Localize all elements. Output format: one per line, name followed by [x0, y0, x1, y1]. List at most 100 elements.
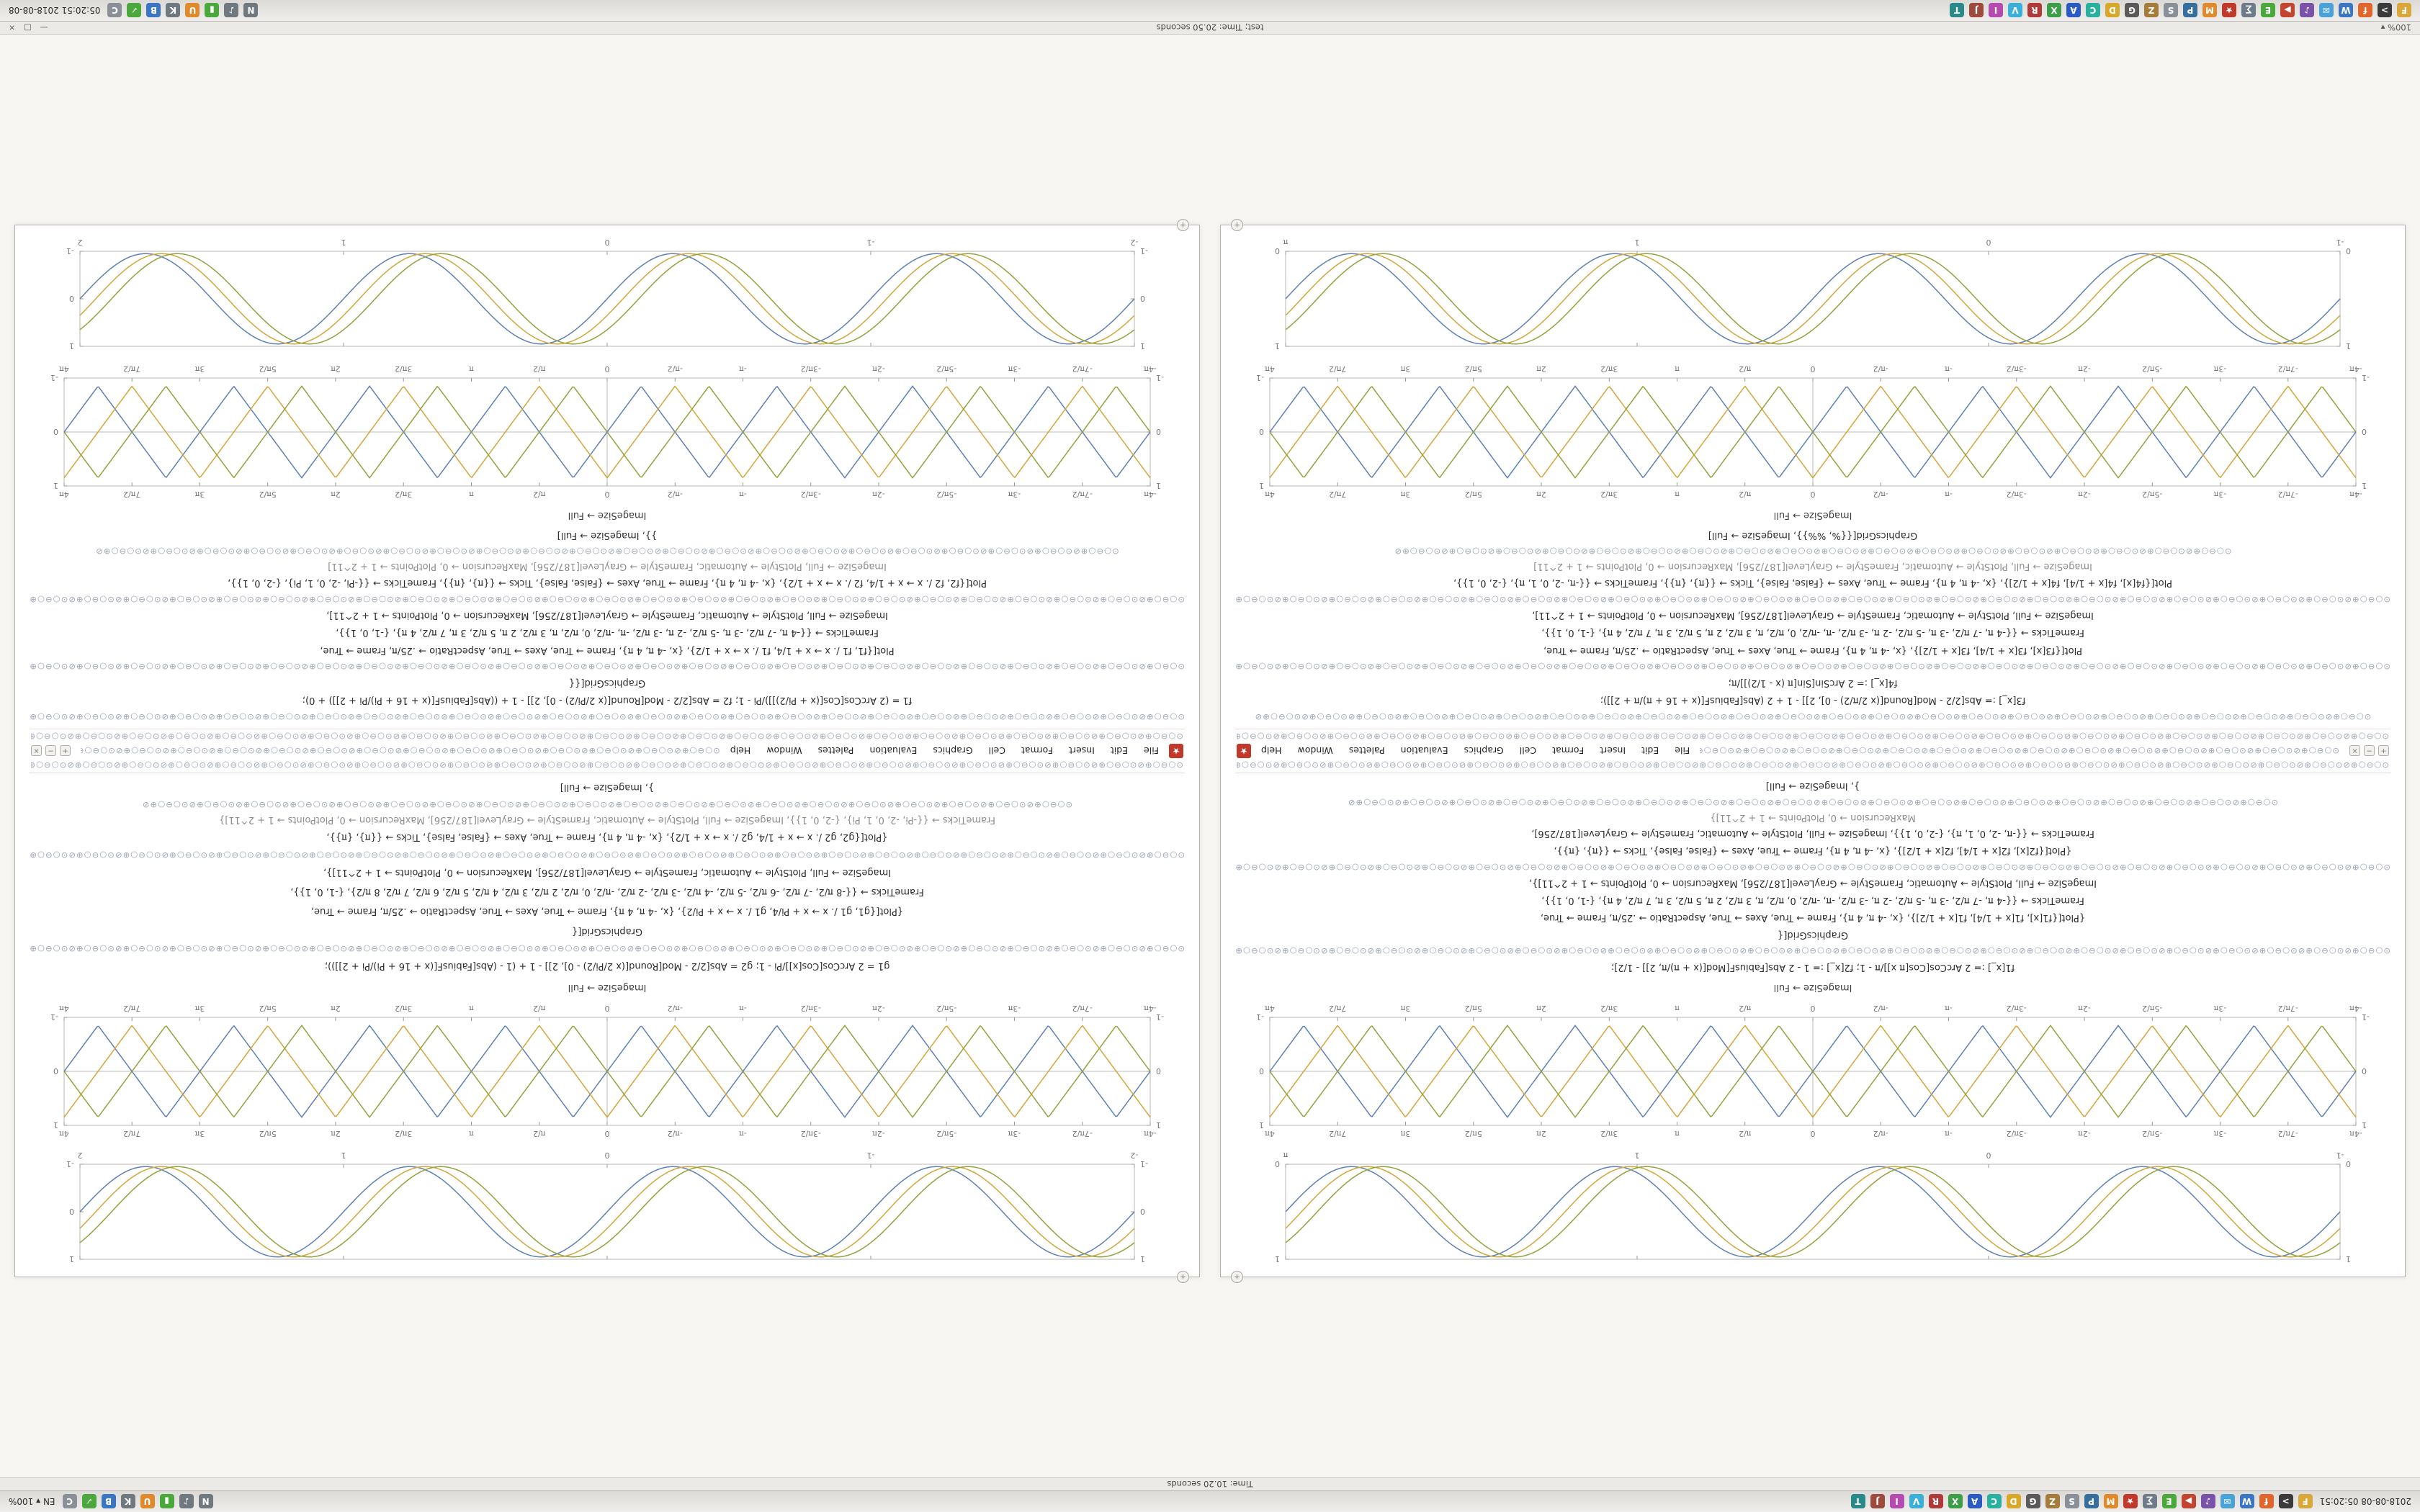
chat-icon[interactable]: C: [1986, 1494, 2002, 1509]
mail-icon[interactable]: ✉: [2220, 1494, 2235, 1509]
text-editor-icon[interactable]: E: [2161, 1494, 2177, 1509]
web-browser-icon[interactable]: W: [2339, 3, 2353, 18]
menu-evaluation[interactable]: Evaluation: [1400, 745, 1448, 757]
cell-bracket-badge[interactable]: +: [1177, 1271, 1189, 1283]
menu-file[interactable]: File: [1675, 745, 1690, 757]
code-cell-lower[interactable]: ⊙○⊖○⊕⊘⊙○⊖○⊕⊘⊙○⊖○⊕⊘⊙○⊖○⊕⊘⊙○⊖○⊕⊘⊙○⊖○⊕⊘⊙○⊖○…: [30, 528, 1185, 723]
volume-icon[interactable]: ♪: [224, 3, 239, 18]
terminal-icon[interactable]: >: [2278, 1494, 2293, 1509]
settings-icon[interactable]: S: [2064, 1494, 2079, 1509]
close-button[interactable]: ×: [31, 745, 42, 757]
menu-window[interactable]: Window: [1297, 745, 1333, 757]
terminal-icon[interactable]: >: [2378, 3, 2392, 18]
calculator-icon[interactable]: ∑: [2142, 1494, 2157, 1509]
battery-icon[interactable]: ▮: [205, 3, 220, 18]
code-cell-upper[interactable]: f1[x_] := 2 ArcCos[Cos[π x]]/π - 1; f2[x…: [1235, 779, 2390, 974]
draw-icon[interactable]: D: [2105, 3, 2120, 18]
security-icon[interactable]: ✓: [81, 1494, 97, 1509]
office-writer-icon[interactable]: A: [1967, 1494, 1982, 1509]
updates-icon[interactable]: U: [185, 3, 200, 18]
music-icon[interactable]: ♪: [2300, 3, 2314, 18]
menu-window[interactable]: Window: [766, 745, 802, 757]
image-editor-icon[interactable]: G: [2025, 1494, 2040, 1509]
menu-format[interactable]: Format: [1552, 745, 1585, 757]
tray-indicator-text[interactable]: EN ▾ 100%: [9, 1496, 55, 1507]
clipboard-icon[interactable]: C: [107, 3, 122, 18]
mathematica-icon[interactable]: ★: [2222, 3, 2236, 18]
firefox-icon[interactable]: f: [2358, 3, 2372, 18]
menu-help[interactable]: Help: [1261, 745, 1282, 757]
volume-icon[interactable]: ♪: [179, 1494, 194, 1509]
menu-evaluation[interactable]: Evaluation: [869, 745, 918, 757]
code-cell-lower[interactable]: ⊙○⊖○⊕⊘⊙○⊖○⊕⊘⊙○⊖○⊕⊘⊙○⊖○⊕⊘⊙○⊖○⊕⊘⊙○⊖○⊕⊘⊙○⊖○…: [1235, 528, 2390, 723]
java-icon[interactable]: J: [1870, 1494, 1885, 1509]
network-icon[interactable]: N: [243, 3, 259, 18]
spreadsheet-icon[interactable]: X: [1948, 1494, 1963, 1509]
latex-icon[interactable]: T: [1850, 1494, 1865, 1509]
security-icon[interactable]: ✓: [127, 3, 142, 18]
matlab-icon[interactable]: M: [2202, 3, 2217, 18]
close-button[interactable]: ×: [2349, 745, 2360, 757]
menu-cell[interactable]: Cell: [988, 745, 1005, 757]
menu-insert[interactable]: Insert: [1069, 745, 1095, 757]
matlab-icon[interactable]: M: [2103, 1494, 2118, 1509]
menu-help[interactable]: Help: [730, 745, 751, 757]
bluetooth-icon[interactable]: B: [146, 3, 161, 18]
menu-format[interactable]: Format: [1021, 745, 1053, 757]
cell-bracket-badge[interactable]: +: [1177, 219, 1189, 231]
chat-icon[interactable]: C: [2086, 3, 2100, 18]
maximize-button[interactable]: □: [24, 23, 32, 32]
menu-edit[interactable]: Edit: [1641, 745, 1659, 757]
video-player-icon[interactable]: ▶: [2181, 1494, 2196, 1509]
menu-graphics[interactable]: Graphics: [933, 745, 973, 757]
archive-manager-icon[interactable]: Z: [2144, 3, 2159, 18]
cell-bracket-badge[interactable]: +: [1231, 219, 1243, 231]
java-icon[interactable]: J: [1969, 3, 1984, 18]
image-editor-icon[interactable]: G: [2125, 3, 2139, 18]
menu-graphics[interactable]: Graphics: [1464, 745, 1504, 757]
minus-button[interactable]: −: [2364, 745, 2375, 757]
python-icon[interactable]: P: [2183, 3, 2197, 18]
plus-button[interactable]: +: [60, 745, 71, 757]
firefox-icon[interactable]: f: [2259, 1494, 2274, 1509]
mail-icon[interactable]: ✉: [2319, 3, 2334, 18]
clipboard-icon[interactable]: C: [62, 1494, 77, 1509]
menu-palettes[interactable]: Palettes: [1348, 745, 1385, 757]
virtualbox-icon[interactable]: V: [2008, 3, 2022, 18]
battery-icon[interactable]: ▮: [159, 1494, 174, 1509]
mathematica-spikey-icon[interactable]: ★: [1169, 744, 1183, 758]
close-button[interactable]: ×: [9, 23, 16, 32]
keyboard-layout-icon[interactable]: K: [120, 1494, 135, 1509]
calculator-icon[interactable]: ∑: [2241, 3, 2256, 18]
network-icon[interactable]: N: [198, 1494, 213, 1509]
archive-manager-icon[interactable]: Z: [2045, 1494, 2060, 1509]
spreadsheet-icon[interactable]: X: [2047, 3, 2061, 18]
cell-bracket-badge[interactable]: +: [1231, 1271, 1243, 1283]
virtualbox-icon[interactable]: V: [1909, 1494, 1924, 1509]
photos-icon[interactable]: I: [1989, 3, 2003, 18]
mathematica-icon[interactable]: ★: [2123, 1494, 2138, 1509]
draw-icon[interactable]: D: [2006, 1494, 2021, 1509]
menu-cell[interactable]: Cell: [1519, 745, 1537, 757]
menu-palettes[interactable]: Palettes: [817, 745, 854, 757]
minus-button[interactable]: −: [45, 745, 56, 757]
files-icon[interactable]: F: [2298, 1494, 2313, 1509]
code-cell-upper[interactable]: g1 = 2 ArcCos[Cos[x]]/Pi - 1; g2 = Abs[2…: [30, 779, 1185, 974]
files-icon[interactable]: F: [2397, 3, 2411, 18]
zoom-level[interactable]: 100% ▾: [2380, 22, 2411, 33]
text-editor-icon[interactable]: E: [2261, 3, 2275, 18]
keyboard-layout-icon[interactable]: K: [166, 3, 181, 18]
latex-icon[interactable]: T: [1950, 3, 1964, 18]
web-browser-icon[interactable]: W: [2239, 1494, 2254, 1509]
video-player-icon[interactable]: ▶: [2280, 3, 2295, 18]
bluetooth-icon[interactable]: B: [101, 1494, 116, 1509]
menu-edit[interactable]: Edit: [1110, 745, 1129, 757]
office-writer-icon[interactable]: A: [2066, 3, 2081, 18]
pdf-viewer-icon[interactable]: R: [2027, 3, 2042, 18]
updates-icon[interactable]: U: [140, 1494, 155, 1509]
music-icon[interactable]: ♪: [2200, 1494, 2215, 1509]
menu-file[interactable]: File: [1144, 745, 1159, 757]
settings-icon[interactable]: S: [2164, 3, 2178, 18]
minimize-button[interactable]: —: [40, 23, 48, 32]
python-icon[interactable]: P: [2084, 1494, 2099, 1509]
